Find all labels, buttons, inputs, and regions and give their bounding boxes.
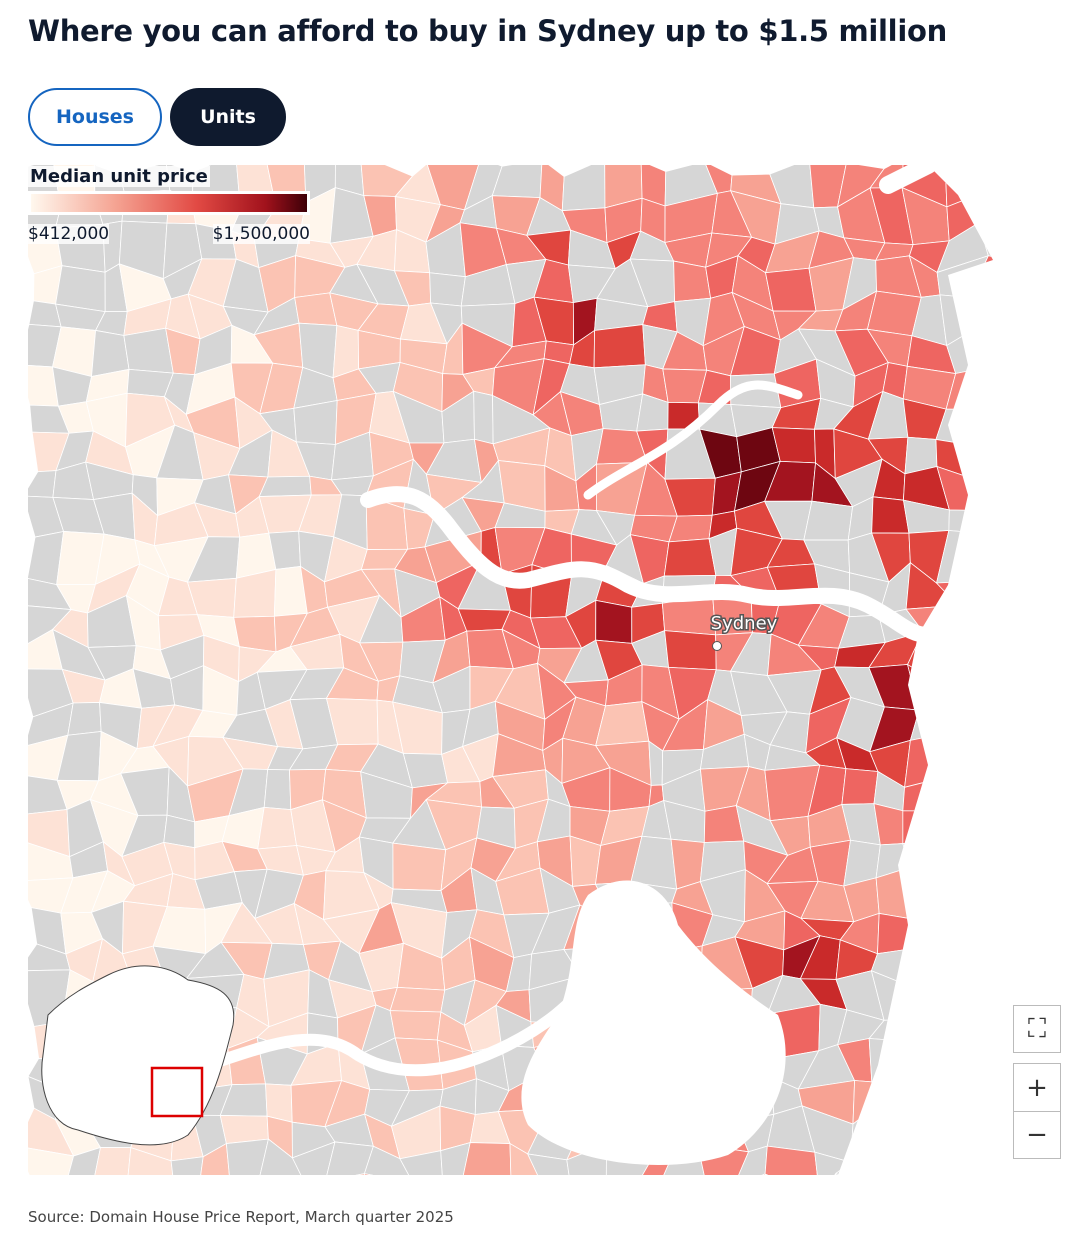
legend: Median unit price $412,000 $1,500,000	[28, 166, 310, 244]
suburb[interactable]	[663, 538, 717, 577]
suburb[interactable]	[363, 1145, 414, 1175]
source: Source: Domain House Price Report, March…	[28, 1208, 454, 1226]
suburb[interactable]	[62, 1146, 102, 1175]
suburb[interactable]	[225, 1138, 269, 1175]
inset-map	[41, 965, 235, 1146]
suburb[interactable]	[123, 327, 174, 374]
suburb[interactable]	[803, 500, 854, 541]
suburb[interactable]	[593, 324, 646, 369]
suburb[interactable]	[440, 1142, 471, 1175]
suburb[interactable]	[258, 475, 312, 497]
suburb[interactable]	[293, 400, 338, 445]
suburb[interactable]	[93, 1147, 132, 1175]
legend-gradient	[28, 191, 310, 215]
suburb[interactable]	[509, 1142, 547, 1175]
suburb[interactable]	[127, 1147, 176, 1175]
suburb[interactable]	[257, 806, 298, 850]
suburb[interactable]	[429, 272, 466, 307]
suburb[interactable]	[392, 842, 447, 891]
suburb[interactable]	[764, 1145, 821, 1175]
waterways	[202, 165, 937, 1077]
suburb[interactable]	[291, 1141, 336, 1175]
fullscreen-button[interactable]: ⛶	[1013, 1005, 1061, 1053]
suburb[interactable]	[595, 599, 633, 644]
units-tab[interactable]: Units	[170, 88, 286, 146]
botany-bay	[521, 880, 786, 1165]
suburb[interactable]	[91, 329, 130, 378]
suburb[interactable]	[255, 1138, 305, 1175]
suburb[interactable]	[841, 768, 879, 805]
suburb[interactable]	[263, 769, 292, 811]
suburb[interactable]	[389, 986, 446, 1013]
suburb[interactable]	[219, 1115, 269, 1144]
legend-max: $1,500,000	[212, 224, 310, 244]
suburb[interactable]	[765, 267, 817, 312]
suburb[interactable]	[399, 1150, 445, 1175]
suburb[interactable]	[458, 1142, 512, 1175]
zoom-out-button[interactable]: −	[1013, 1111, 1061, 1159]
suburb[interactable]	[67, 702, 102, 736]
zoom-in-button[interactable]: +	[1013, 1063, 1061, 1111]
suburb[interactable]	[28, 1145, 75, 1175]
suburb[interactable]	[526, 1153, 573, 1175]
suburb[interactable]	[673, 260, 712, 303]
title: Where you can afford to buy in Sydney up…	[28, 14, 947, 48]
suburb[interactable]	[55, 265, 106, 313]
suburb[interactable]	[473, 390, 494, 445]
map[interactable]: Sydney	[28, 165, 1000, 1175]
legend-title: Median unit price	[28, 166, 210, 187]
suburb[interactable]	[871, 496, 910, 534]
suburb[interactable]	[170, 1156, 204, 1175]
place-marker: Sydney	[709, 612, 779, 651]
suburb[interactable]	[664, 630, 717, 671]
suburb[interactable]	[389, 1010, 442, 1041]
houses-tab[interactable]: Houses	[28, 88, 162, 146]
suburb[interactable]	[200, 1142, 231, 1175]
place-label: Sydney	[711, 613, 778, 634]
legend-min: $412,000	[28, 224, 110, 244]
